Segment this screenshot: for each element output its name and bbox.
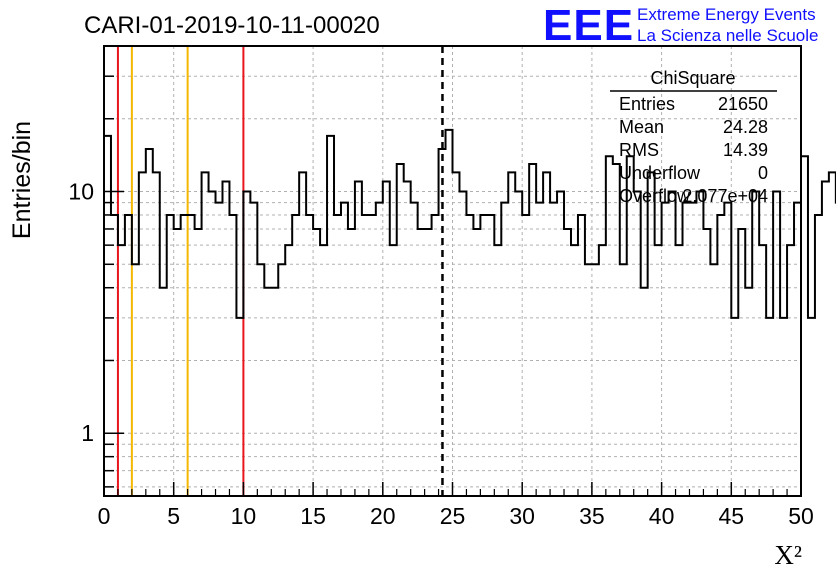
logo-line2: La Scienza nelle Scuole bbox=[637, 26, 818, 45]
logo-line1: Extreme Energy Events bbox=[637, 5, 816, 24]
x-tick-label: 50 bbox=[788, 503, 814, 529]
x-tick-label: 5 bbox=[167, 503, 180, 529]
y-tick-label: 10 bbox=[68, 179, 94, 205]
x-tick-label: 30 bbox=[509, 503, 535, 529]
eee-logo: EEE Extreme Energy Events La Scienza nel… bbox=[543, 1, 818, 50]
x-tick-label: 0 bbox=[98, 503, 111, 529]
y-axis-label: Entries/bin bbox=[8, 121, 36, 239]
stats-label: Overflow bbox=[619, 186, 691, 206]
stats-title: ChiSquare bbox=[650, 68, 735, 88]
y-tick-labels: 1 10 bbox=[68, 179, 94, 447]
stats-label: Underflow bbox=[619, 163, 701, 183]
x-tick-labels: 0 5 10 15 20 25 30 35 40 45 50 bbox=[98, 503, 814, 529]
x-tick-label: 15 bbox=[300, 503, 326, 529]
stats-value: 24.28 bbox=[723, 117, 768, 137]
x-tick-label: 40 bbox=[649, 503, 675, 529]
stats-label: RMS bbox=[619, 140, 659, 160]
x-tick-label: 35 bbox=[579, 503, 605, 529]
stats-box: ChiSquare Entries 21650 Mean 24.28 RMS 14.39 U… bbox=[610, 68, 777, 206]
run-title: CARI-01-2019-10-11-00020 bbox=[84, 12, 380, 39]
stats-label: Mean bbox=[619, 117, 664, 137]
logo-mark: EEE bbox=[543, 1, 634, 50]
x-tick-label: 25 bbox=[440, 503, 466, 529]
y-tick-label: 1 bbox=[81, 420, 94, 446]
stats-value: 0 bbox=[758, 163, 768, 183]
x-axis-label: X² bbox=[774, 540, 802, 570]
x-tick-label: 10 bbox=[231, 503, 257, 529]
stats-label: Entries bbox=[619, 94, 675, 114]
stats-value: 14.39 bbox=[723, 140, 768, 160]
x-tick-label: 20 bbox=[370, 503, 396, 529]
stats-value: 21650 bbox=[718, 94, 768, 114]
histogram-series bbox=[104, 128, 836, 319]
stats-value: 2.077e+04 bbox=[682, 186, 768, 206]
axis-ticks bbox=[103, 75, 802, 496]
grid-lines bbox=[104, 46, 801, 496]
x-tick-label: 45 bbox=[719, 503, 745, 529]
